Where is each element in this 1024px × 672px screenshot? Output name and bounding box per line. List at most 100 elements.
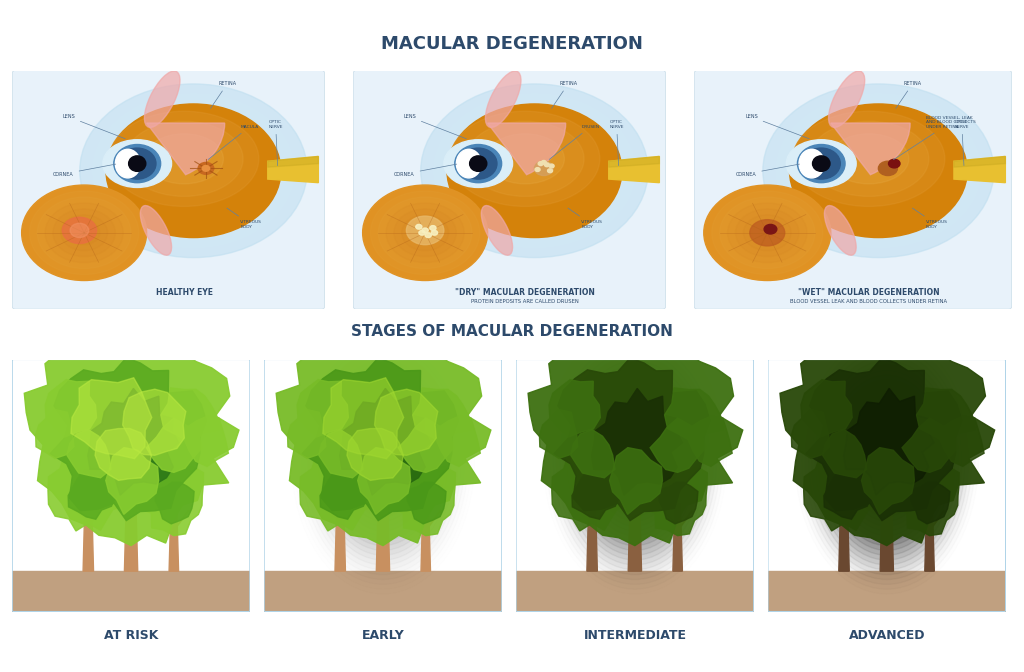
Polygon shape — [659, 482, 698, 524]
Polygon shape — [665, 388, 723, 440]
Ellipse shape — [481, 206, 513, 255]
Circle shape — [535, 161, 553, 175]
Circle shape — [60, 215, 108, 251]
Polygon shape — [608, 157, 659, 183]
Circle shape — [362, 185, 487, 280]
Ellipse shape — [443, 140, 513, 187]
Ellipse shape — [129, 156, 145, 171]
Circle shape — [446, 104, 622, 238]
Ellipse shape — [842, 394, 932, 526]
Polygon shape — [804, 451, 886, 531]
Polygon shape — [554, 358, 710, 521]
Circle shape — [202, 165, 210, 171]
Polygon shape — [528, 311, 742, 546]
Wedge shape — [487, 123, 565, 175]
Circle shape — [879, 161, 897, 175]
Polygon shape — [335, 498, 345, 571]
Ellipse shape — [855, 414, 919, 507]
Polygon shape — [288, 409, 326, 458]
Circle shape — [430, 226, 436, 230]
Circle shape — [418, 227, 433, 239]
Polygon shape — [844, 388, 934, 495]
Polygon shape — [673, 503, 682, 571]
Polygon shape — [161, 388, 219, 440]
Circle shape — [53, 209, 116, 257]
Text: OPTIC
NERVE: OPTIC NERVE — [268, 120, 283, 165]
Text: OPTIC
NERVE: OPTIC NERVE — [954, 120, 969, 165]
Circle shape — [70, 223, 89, 238]
Polygon shape — [69, 470, 116, 519]
Ellipse shape — [102, 140, 172, 187]
Circle shape — [419, 230, 425, 235]
Circle shape — [750, 220, 784, 246]
Ellipse shape — [110, 112, 259, 206]
Ellipse shape — [457, 149, 481, 178]
Text: MACULA: MACULA — [208, 125, 258, 159]
Circle shape — [728, 203, 807, 263]
Text: LENS: LENS — [403, 114, 466, 138]
Ellipse shape — [828, 71, 864, 128]
Text: INTERMEDIATE: INTERMEDIATE — [584, 628, 686, 642]
Polygon shape — [146, 418, 202, 472]
Polygon shape — [881, 480, 893, 571]
Polygon shape — [780, 311, 994, 546]
Ellipse shape — [125, 121, 243, 196]
Circle shape — [22, 185, 146, 280]
Polygon shape — [801, 380, 852, 437]
Polygon shape — [650, 418, 706, 472]
Circle shape — [712, 191, 823, 275]
Ellipse shape — [485, 134, 564, 184]
Polygon shape — [552, 451, 634, 531]
Ellipse shape — [116, 149, 140, 178]
Text: ADVANCED: ADVANCED — [849, 628, 925, 642]
Ellipse shape — [460, 148, 497, 179]
FancyBboxPatch shape — [12, 71, 325, 309]
Ellipse shape — [839, 390, 935, 531]
Circle shape — [22, 185, 146, 280]
Circle shape — [416, 224, 422, 229]
Polygon shape — [67, 429, 111, 478]
Polygon shape — [822, 429, 866, 478]
Polygon shape — [297, 380, 348, 437]
Polygon shape — [629, 480, 641, 571]
Circle shape — [536, 167, 540, 171]
Polygon shape — [839, 498, 849, 571]
Text: AT RISK: AT RISK — [103, 628, 159, 642]
Polygon shape — [570, 429, 614, 478]
Polygon shape — [792, 409, 829, 458]
Circle shape — [386, 203, 464, 263]
Ellipse shape — [340, 412, 426, 509]
Circle shape — [371, 191, 480, 275]
Ellipse shape — [844, 412, 930, 509]
Text: "WET" MACULAR DEGENERATION: "WET" MACULAR DEGENERATION — [798, 288, 940, 297]
Circle shape — [720, 197, 815, 269]
Ellipse shape — [812, 156, 830, 171]
Wedge shape — [830, 123, 910, 175]
Ellipse shape — [119, 148, 156, 179]
Text: EARLY: EARLY — [361, 628, 404, 642]
Polygon shape — [389, 458, 456, 536]
Circle shape — [45, 203, 123, 263]
Ellipse shape — [93, 94, 294, 247]
Ellipse shape — [798, 144, 845, 183]
Ellipse shape — [799, 149, 824, 178]
Ellipse shape — [583, 385, 687, 536]
Polygon shape — [125, 480, 137, 571]
Polygon shape — [347, 429, 403, 480]
Ellipse shape — [434, 94, 635, 247]
Text: HEALTHY EYE: HEALTHY EYE — [156, 288, 213, 297]
Ellipse shape — [596, 404, 674, 517]
Polygon shape — [608, 157, 659, 167]
Circle shape — [422, 228, 428, 233]
Text: BLOOD VESSEL, LEAK
AND BLOOD COLLECTS
UNDER RETINA: BLOOD VESSEL, LEAK AND BLOOD COLLECTS UN… — [893, 116, 976, 160]
Polygon shape — [264, 571, 502, 612]
Ellipse shape — [600, 409, 670, 511]
Text: VITREOUS
BODY: VITREOUS BODY — [912, 208, 948, 229]
Polygon shape — [540, 409, 578, 458]
Circle shape — [37, 197, 131, 269]
Ellipse shape — [845, 399, 929, 521]
Circle shape — [743, 215, 792, 251]
Polygon shape — [48, 451, 130, 531]
Ellipse shape — [421, 84, 648, 257]
Ellipse shape — [802, 148, 841, 179]
